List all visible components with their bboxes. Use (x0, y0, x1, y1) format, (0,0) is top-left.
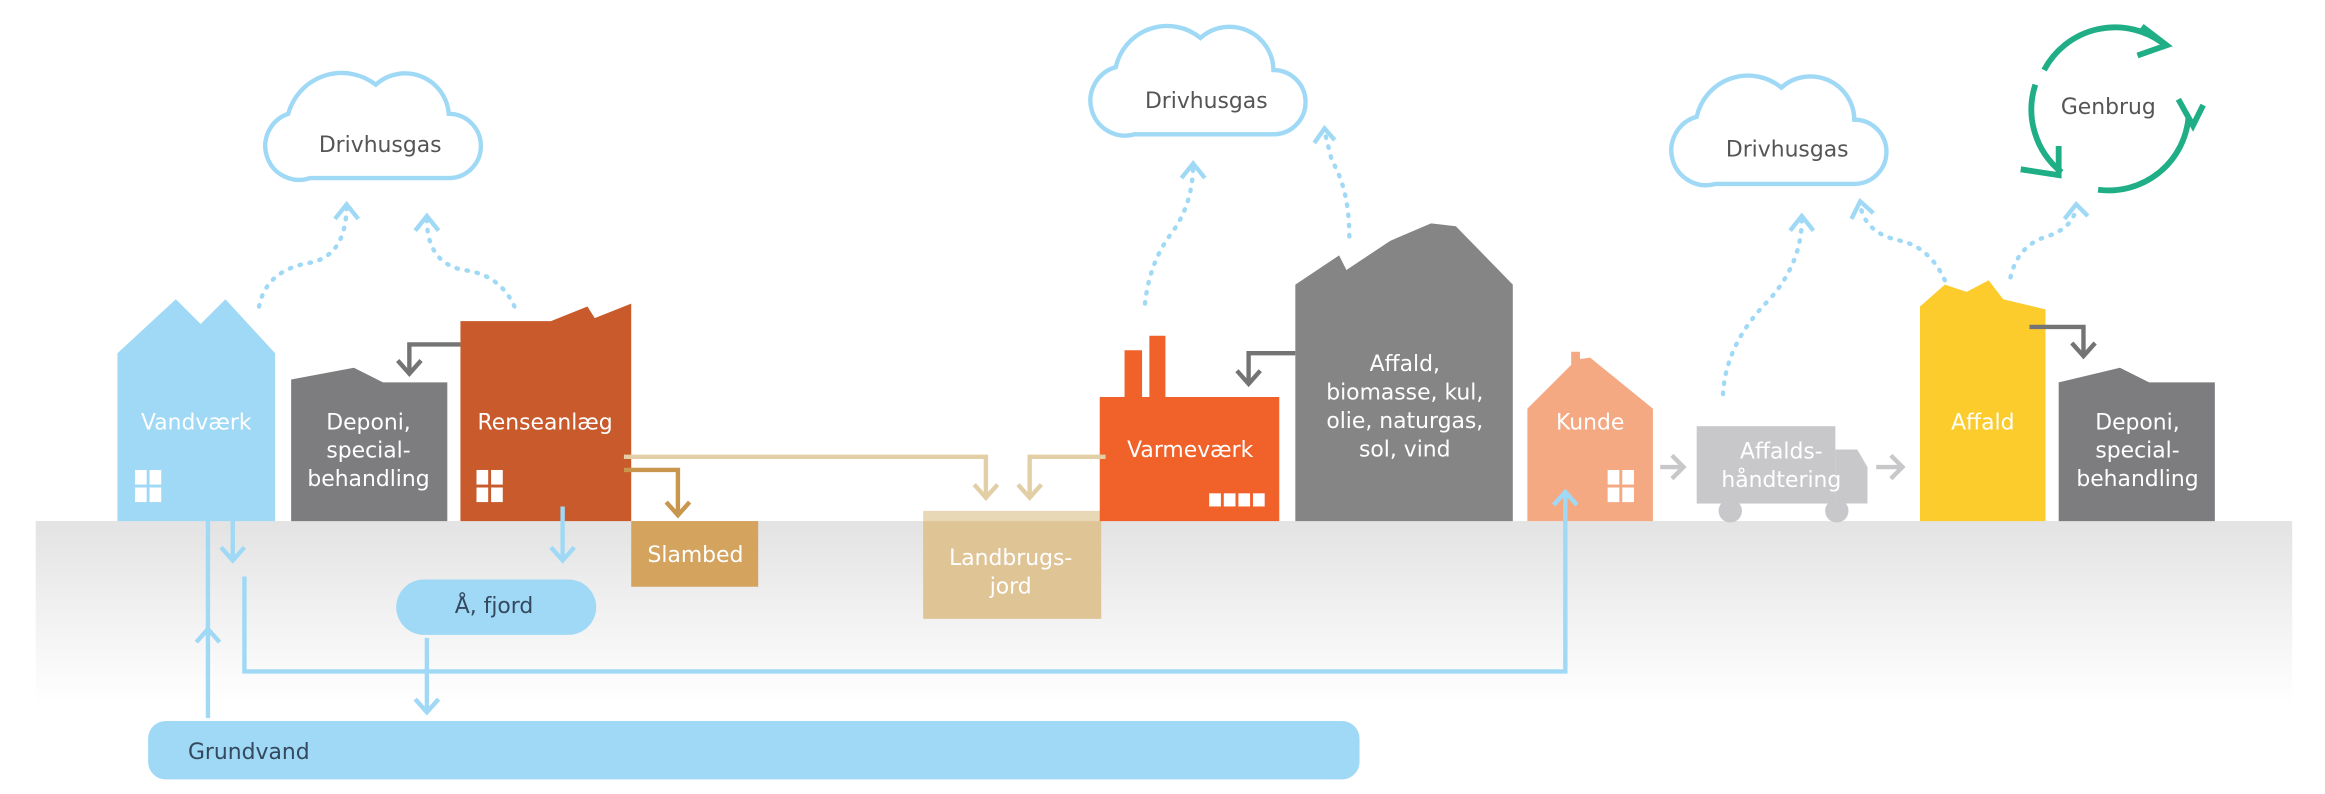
landbrugsjord (923, 521, 1102, 619)
node-label: Slambed (647, 543, 743, 568)
node-label: Å, fjord (455, 592, 534, 619)
node-label: sol, vind (1359, 437, 1451, 462)
kunde (1527, 351, 1653, 522)
cloud-label: Drivhusgas (1726, 137, 1849, 162)
flow-arrow (194, 324, 2097, 719)
node-label: Renseanlæg (478, 410, 613, 435)
emission-path (256, 124, 2090, 397)
node-label: Deponi, (2095, 410, 2179, 435)
node-label: special- (326, 439, 410, 464)
genbrug-label: Genbrug (2061, 95, 2156, 120)
node-label: jord (989, 574, 1032, 599)
field-hatch (923, 510, 1102, 522)
node-label: Affalds- (1740, 439, 1823, 464)
deponi (291, 367, 448, 522)
node-label: Landbrugs- (949, 546, 1072, 571)
node-label: Vandværk (141, 410, 252, 435)
fjord (396, 579, 597, 635)
node-label: Grundvand (188, 740, 310, 765)
node-label: biomasse, kul, (1326, 380, 1483, 405)
ground (35, 521, 2293, 704)
deponi (2058, 367, 2215, 522)
node-label: håndtering (1721, 467, 1841, 493)
recycle-icon (2020, 23, 2206, 194)
window (134, 469, 1634, 507)
vandvaerk (117, 299, 276, 522)
cloud-label: Drivhusgas (319, 133, 442, 158)
cloud (263, 23, 1889, 188)
node-label: Varmeværk (1127, 438, 1253, 463)
node-label: Affald, (1370, 352, 1440, 377)
slambed (631, 521, 759, 587)
varmevaerk (1099, 335, 1280, 522)
affald (1920, 280, 2046, 522)
truck (1696, 426, 1868, 523)
node-label: special- (2095, 439, 2179, 464)
node-label: olie, naturgas, (1326, 409, 1483, 434)
node-label: Deponi, (326, 410, 410, 435)
cloud-label: Drivhusgas (1145, 89, 1268, 114)
grundvand (148, 721, 1360, 780)
energy-source (1295, 223, 1513, 522)
node-label: Affald (1951, 410, 2014, 435)
node-label: Kunde (1556, 410, 1624, 435)
node-label: behandling (307, 467, 429, 492)
renseanlaeg (460, 303, 632, 522)
node-label: behandling (2076, 467, 2198, 492)
